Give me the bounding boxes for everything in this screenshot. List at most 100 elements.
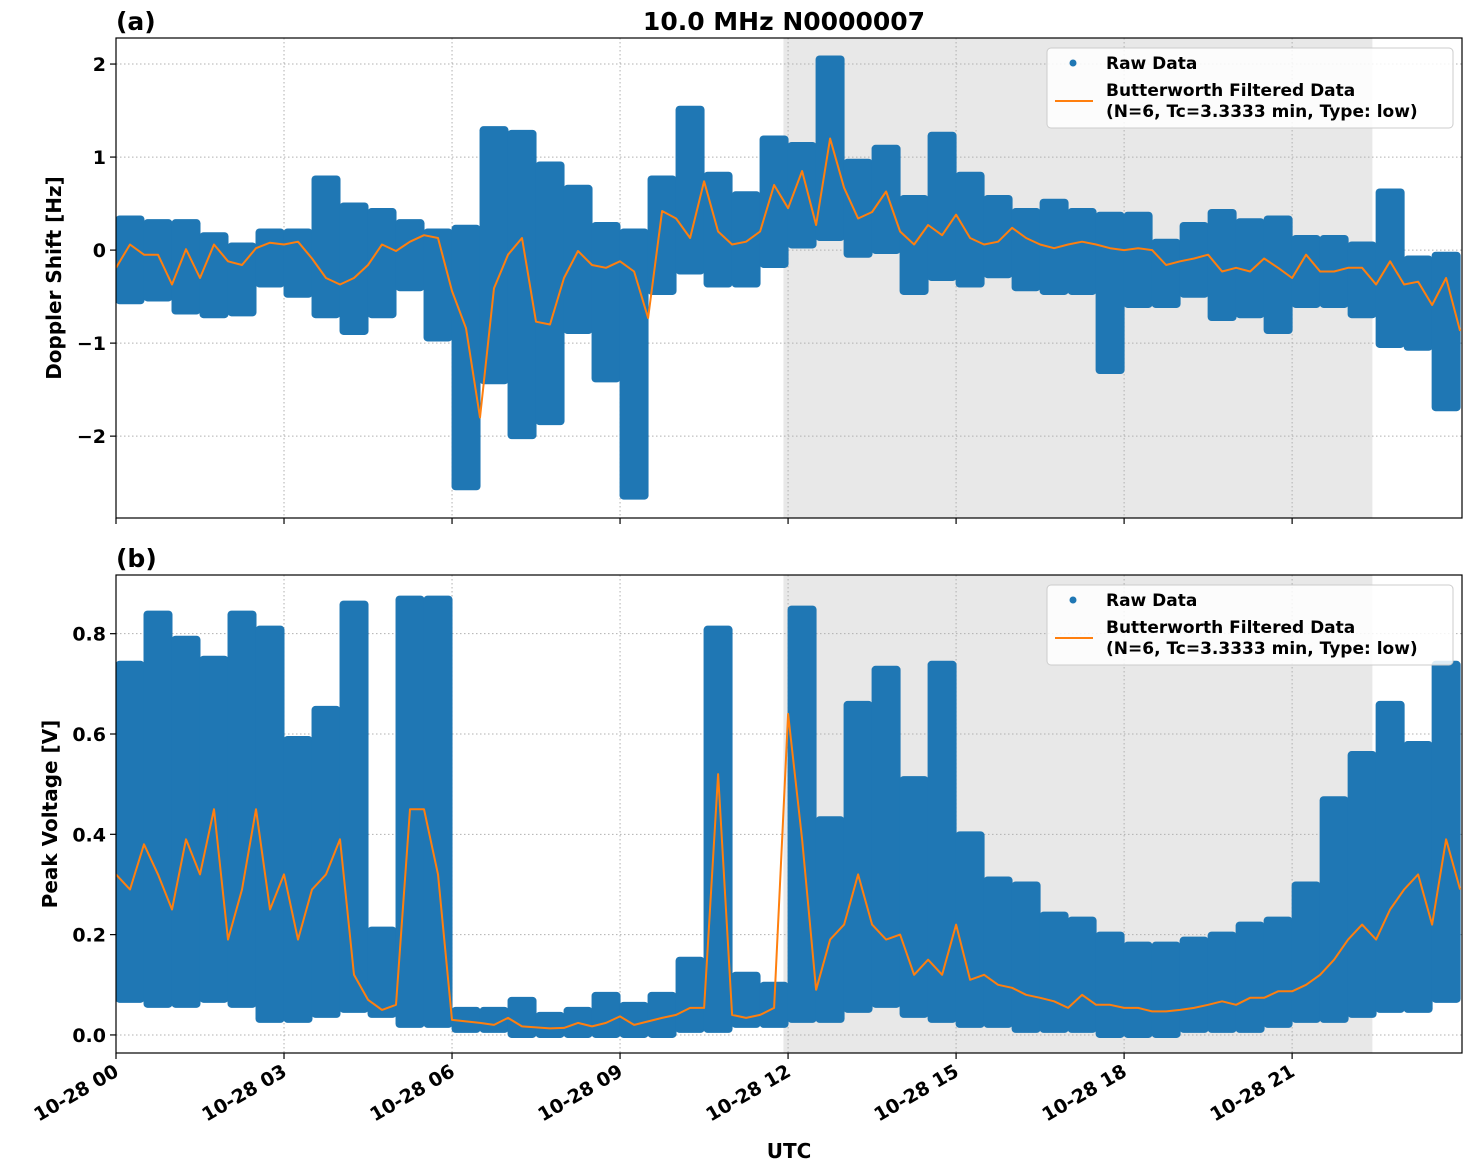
axes-frame <box>115 574 1463 1054</box>
x-tick-label: 10-28 03 <box>198 1060 290 1126</box>
filtered-data-line <box>116 137 1462 419</box>
raw-data-point <box>1011 881 1041 1033</box>
legend-box <box>1046 47 1454 129</box>
raw-data-point <box>787 605 817 1023</box>
y-tick-label: 0.0 <box>72 1025 106 1047</box>
raw-data-point <box>1375 188 1405 348</box>
raw-data-point <box>1067 208 1097 295</box>
raw-data-point <box>199 655 229 1003</box>
raw-data-point <box>535 161 565 426</box>
raw-data-point <box>423 595 453 1028</box>
y-tick-label: 2 <box>93 54 106 76</box>
raw-data-point <box>1235 921 1265 1033</box>
raw-data-point <box>507 129 537 440</box>
legend-filtered-params: (N=6, Tc=3.3333 min, Type: low) <box>1106 102 1418 122</box>
raw-data-point <box>703 625 733 1033</box>
legend-filtered-params: (N=6, Tc=3.3333 min, Type: low) <box>1106 639 1418 659</box>
raw-data-point <box>395 219 425 292</box>
raw-data-point <box>1431 660 1461 1003</box>
raw-data-point <box>1207 208 1237 321</box>
raw-data-point <box>367 208 397 319</box>
raw-data-point <box>311 175 341 319</box>
raw-data-point <box>227 242 257 317</box>
y-tick-label: 0 <box>93 240 106 262</box>
raw-data-point <box>451 224 481 491</box>
raw-data-point <box>1039 198 1069 295</box>
raw-data-point <box>899 776 929 1018</box>
panel-b-label: (b) <box>116 544 157 573</box>
raw-data-point <box>927 131 957 281</box>
raw-data-point <box>1151 238 1181 308</box>
raw-data-point <box>1067 916 1097 1033</box>
raw-data-point <box>1151 941 1181 1038</box>
raw-data-point <box>1123 211 1153 308</box>
legend-raw-marker <box>1069 596 1077 604</box>
raw-data-point <box>675 105 705 275</box>
figure-title: 10.0 MHz N0000007 <box>643 7 925 36</box>
raw-data-point <box>955 831 985 1028</box>
legend-raw-label: Raw Data <box>1106 54 1197 74</box>
panel-a-label: (a) <box>116 7 156 36</box>
x-tick-label: 10-28 06 <box>366 1060 458 1126</box>
panel-b-y-axis-label: Peak Voltage [V] <box>38 720 62 909</box>
raw-data-point <box>871 144 901 255</box>
raw-data-point <box>143 219 173 302</box>
raw-data-point <box>507 996 537 1038</box>
x-tick-label: 10-28 15 <box>870 1060 962 1126</box>
legend-filtered-label: Butterworth Filtered Data <box>1106 81 1355 101</box>
raw-data-point <box>339 202 369 335</box>
raw-data-point <box>983 195 1013 279</box>
raw-data-point <box>675 956 705 1033</box>
raw-data-point <box>871 665 901 1008</box>
raw-data-point <box>619 228 649 500</box>
raw-data-point <box>311 705 341 1018</box>
raw-data-point <box>731 971 761 1028</box>
raw-data-point <box>116 660 145 1003</box>
raw-data-point <box>787 141 817 249</box>
raw-data-point <box>843 700 873 1013</box>
raw-data-point <box>1235 218 1265 319</box>
raw-data-point <box>1039 911 1069 1033</box>
y-tick-label: 0.6 <box>72 724 106 746</box>
axes-frame <box>115 37 1463 519</box>
raw-data-point <box>815 55 845 241</box>
raw-data-series <box>116 55 1461 500</box>
raw-data-point <box>1403 255 1433 351</box>
panel-a-y-axis-label: Doppler Shift [Hz] <box>42 176 66 380</box>
y-tick-label: −1 <box>77 333 106 355</box>
raw-data-point <box>1347 241 1377 319</box>
raw-data-point <box>227 610 257 1008</box>
raw-data-point <box>1095 931 1125 1038</box>
raw-data-point <box>1263 215 1293 335</box>
raw-data-point <box>171 219 201 315</box>
x-tick-label: 10-28 21 <box>1206 1060 1298 1126</box>
raw-data-point <box>283 736 313 1023</box>
raw-data-point <box>283 228 313 298</box>
y-tick-label: −2 <box>77 426 106 448</box>
raw-data-point <box>171 635 201 1008</box>
raw-data-point <box>451 1006 481 1033</box>
raw-data-point <box>647 175 677 295</box>
raw-data-point <box>619 1001 649 1038</box>
panel-a-plot: −2 −1 0 1 2 Raw Data Butterworth Filtered Data… <box>77 37 1463 524</box>
legend-box <box>1046 584 1454 666</box>
raw-data-point <box>479 1006 509 1033</box>
x-tick-label: 10-28 18 <box>1038 1060 1130 1126</box>
x-tick-label: 10-28 00 <box>30 1060 122 1126</box>
raw-data-point <box>423 228 453 342</box>
raw-data-point <box>1263 916 1293 1028</box>
legend-raw-label: Raw Data <box>1106 591 1197 611</box>
raw-data-point <box>479 126 509 385</box>
raw-data-point <box>367 926 397 1018</box>
y-tick-label: 1 <box>93 147 106 169</box>
x-tick-label: 10-28 09 <box>534 1060 626 1126</box>
raw-data-point <box>1347 751 1377 1018</box>
raw-data-point <box>1291 235 1321 308</box>
legend: Raw Data Butterworth Filtered Data(N=6, T… <box>1046 47 1454 129</box>
filtered-data-line <box>116 712 1462 1030</box>
legend-raw-marker <box>1069 59 1077 67</box>
raw-data-point <box>591 991 621 1038</box>
raw-data-point <box>535 1011 565 1038</box>
raw-data-point <box>1179 221 1209 298</box>
